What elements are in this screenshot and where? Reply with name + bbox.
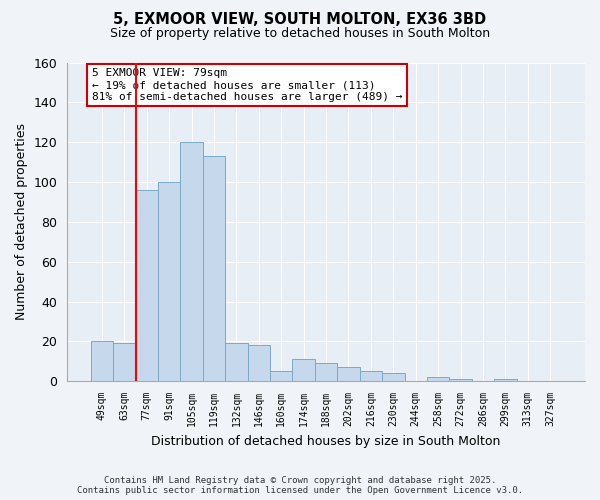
Text: Size of property relative to detached houses in South Molton: Size of property relative to detached ho…	[110, 28, 490, 40]
Bar	[360, 371, 382, 381]
Bar	[449, 379, 472, 381]
Bar	[136, 190, 158, 381]
X-axis label: Distribution of detached houses by size in South Molton: Distribution of detached houses by size …	[151, 434, 501, 448]
Bar	[427, 377, 449, 381]
Bar	[158, 182, 181, 381]
Bar	[315, 364, 337, 381]
Bar	[292, 360, 315, 381]
Bar	[181, 142, 203, 381]
Bar	[203, 156, 225, 381]
Text: Contains HM Land Registry data © Crown copyright and database right 2025.
Contai: Contains HM Land Registry data © Crown c…	[77, 476, 523, 495]
Text: 5, EXMOOR VIEW, SOUTH MOLTON, EX36 3BD: 5, EXMOOR VIEW, SOUTH MOLTON, EX36 3BD	[113, 12, 487, 28]
Bar	[270, 371, 292, 381]
Bar	[382, 373, 404, 381]
Bar	[91, 342, 113, 381]
Bar	[494, 379, 517, 381]
Bar	[113, 344, 136, 381]
Text: 5 EXMOOR VIEW: 79sqm
← 19% of detached houses are smaller (113)
81% of semi-deta: 5 EXMOOR VIEW: 79sqm ← 19% of detached h…	[92, 68, 403, 102]
Bar	[337, 368, 360, 381]
Y-axis label: Number of detached properties: Number of detached properties	[15, 124, 28, 320]
Bar	[248, 346, 270, 381]
Bar	[225, 344, 248, 381]
